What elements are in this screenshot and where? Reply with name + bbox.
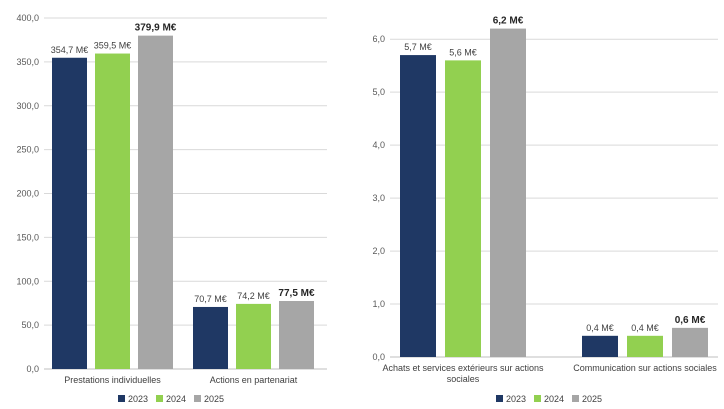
bar-2023 xyxy=(400,55,436,357)
y-tick-label: 5,0 xyxy=(372,87,385,97)
y-tick-label: 250,0 xyxy=(16,145,39,155)
data-label: 0,6 M€ xyxy=(675,315,706,326)
legend-swatch xyxy=(572,395,579,402)
y-tick-label: 400,0 xyxy=(16,13,39,23)
data-label: 70,7 M€ xyxy=(194,294,227,304)
data-label: 354,7 M€ xyxy=(51,45,89,55)
data-label: 5,7 M€ xyxy=(404,42,432,52)
y-tick-label: 350,0 xyxy=(16,57,39,67)
y-tick-label: 50,0 xyxy=(21,320,39,330)
chart-left: 0,0 50,0 100,0 150,0 200,0 250,0 300,0 350,0 400… xyxy=(16,13,327,404)
y-tick-label: 300,0 xyxy=(16,101,39,111)
bar-2025 xyxy=(279,300,314,369)
data-label: 379,9 M€ xyxy=(135,23,177,34)
category-label: Achats et services extérieurs sur action… xyxy=(382,363,544,384)
bar-2024 xyxy=(445,60,481,357)
bar-2023 xyxy=(193,306,228,369)
y-tick-label: 2,0 xyxy=(372,246,385,256)
y-tick-label: 0,0 xyxy=(26,364,39,374)
y-tick-label: 4,0 xyxy=(372,140,385,150)
legend-swatch xyxy=(496,395,503,402)
category-label: Prestations individuelles xyxy=(64,375,161,385)
y-tick-label: 0,0 xyxy=(372,352,385,362)
data-label: 5,6 M€ xyxy=(449,47,477,57)
legend-swatch xyxy=(156,395,163,402)
data-label: 77,5 M€ xyxy=(278,288,315,299)
bar-2025 xyxy=(672,327,708,357)
bar-2023 xyxy=(52,57,87,369)
data-label: 74,2 M€ xyxy=(237,291,270,301)
bar-2023 xyxy=(582,335,618,357)
legend-label: 2023 xyxy=(128,394,148,404)
legend-label: 2025 xyxy=(582,394,602,404)
bar-2024 xyxy=(236,303,271,369)
chart-right: 0,0 1,0 2,0 3,0 4,0 5,0 6,0 5,7 M€ 5,6 M€ 6,2 M€ A… xyxy=(372,16,718,404)
y-tick-label: 200,0 xyxy=(16,189,39,199)
y-tick-label: 150,0 xyxy=(16,232,39,242)
y-tick-label: 100,0 xyxy=(16,276,39,286)
legend-swatch xyxy=(118,395,125,402)
legend-label: 2024 xyxy=(166,394,186,404)
legend-label: 2025 xyxy=(204,394,224,404)
legend-swatch xyxy=(534,395,541,402)
legend-swatch xyxy=(194,395,201,402)
bar-2025 xyxy=(490,28,526,357)
legend-label: 2023 xyxy=(506,394,526,404)
y-tick-label: 1,0 xyxy=(372,299,385,309)
data-label: 0,4 M€ xyxy=(586,323,614,333)
legend-label: 2024 xyxy=(544,394,564,404)
bar-2025 xyxy=(138,35,173,369)
data-label: 6,2 M€ xyxy=(493,16,524,27)
bar-2024 xyxy=(627,335,663,357)
data-label: 359,5 M€ xyxy=(94,41,132,51)
category-label: Actions en partenariat xyxy=(210,375,298,385)
category-label: Communication sur actions sociales xyxy=(573,363,717,373)
data-label: 0,4 M€ xyxy=(631,323,659,333)
y-tick-label: 3,0 xyxy=(372,193,385,203)
bar-2024 xyxy=(95,53,130,369)
y-tick-label: 6,0 xyxy=(372,34,385,44)
